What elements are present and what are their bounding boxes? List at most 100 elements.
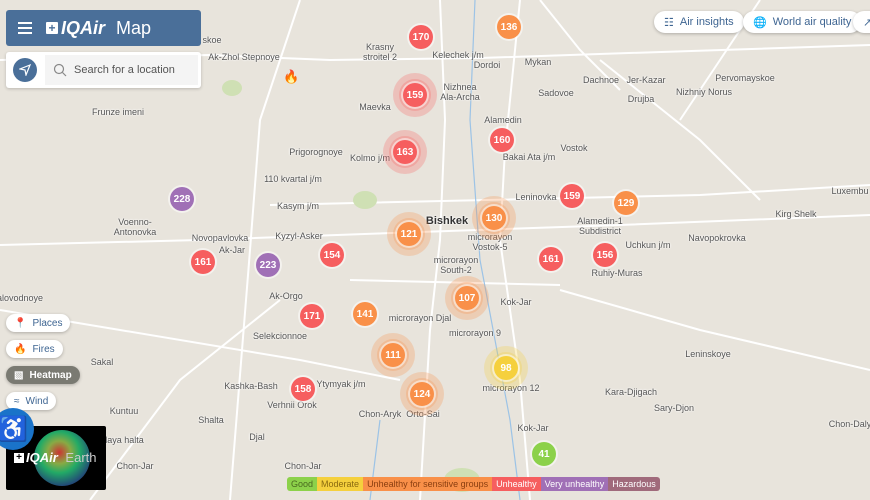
place-label: Ruhiy-Muras [591, 268, 643, 278]
aqi-marker[interactable]: 141 [353, 302, 377, 326]
place-label: Novopavlovka [191, 233, 249, 243]
layer-places-toggle[interactable]: 📍 Places [6, 314, 71, 332]
aqi-marker[interactable]: 161 [539, 247, 563, 271]
place-label: Sakal [90, 357, 114, 367]
place-label: Bakai Ata j/m [502, 152, 556, 162]
legend-item: Moderate [317, 477, 364, 491]
trend-button[interactable]: ↗ [853, 11, 870, 33]
place-label: Kasym j/m [276, 201, 320, 211]
aqi-marker[interactable]: 156 [593, 243, 617, 267]
place-label: Leninovka [515, 192, 557, 202]
place-label: 110 kvartal j/m [264, 174, 322, 184]
place-label: Nizhniy Norus [675, 87, 733, 97]
aqi-marker[interactable]: 129 [614, 191, 638, 215]
place-label: Kara-Djigach [604, 387, 658, 397]
aqi-marker[interactable]: 111 [381, 343, 405, 367]
report-icon: ☷ [664, 16, 674, 29]
layer-heatmap-toggle[interactable]: ▧ Heatmap [6, 366, 80, 384]
place-label: Alamedin [484, 115, 522, 125]
legend-item: Very unhealthy [540, 477, 609, 491]
place-label: Sadovoe [538, 88, 574, 98]
aqi-marker[interactable]: 98 [494, 356, 518, 380]
aqi-marker[interactable]: 170 [409, 25, 433, 49]
place-label: Orto-Sai [406, 409, 440, 419]
legend-item: Good [287, 477, 318, 491]
place-label: microrayon South-2 [433, 255, 479, 275]
aqi-marker[interactable]: 159 [560, 184, 584, 208]
place-label: Alamedin-1 Subdistrict [577, 216, 623, 236]
place-label: Kelechek j/m [432, 50, 484, 60]
world-air-quality-label: World air quality [772, 16, 852, 28]
layer-fires-toggle[interactable]: 🔥 Fires [6, 340, 63, 358]
iqair-earth-link[interactable]: + IQAir Earth [6, 426, 106, 490]
place-label: Ak-Orgo [269, 291, 303, 301]
place-label: Krasny stroitel 2 [362, 42, 397, 62]
aqi-marker[interactable]: 223 [256, 253, 280, 277]
layer-wind-toggle[interactable]: ≈ Wind [6, 392, 57, 410]
fire-marker[interactable]: 🔥 [283, 69, 300, 84]
layer-label: Places [32, 317, 63, 329]
place-label: Kok-Jar [500, 297, 532, 307]
heatmap-icon: ▧ [14, 369, 24, 381]
place-label: Kirg Shelk [775, 209, 817, 219]
pin-icon: 📍 [14, 317, 27, 329]
search-input[interactable]: Search for a location [45, 55, 198, 85]
aqi-marker[interactable]: 107 [455, 286, 479, 310]
aqi-marker[interactable]: 124 [410, 382, 434, 406]
place-label: Dachnoe [582, 75, 620, 85]
place-label: Frunze imeni [91, 107, 145, 117]
aqi-marker[interactable]: 163 [393, 140, 417, 164]
place-label: Sary-Djon [653, 403, 695, 413]
place-label: Ytymyak j/m [316, 379, 366, 389]
search-placeholder: Search for a location [74, 64, 175, 76]
place-label: Ak-Jar [218, 245, 246, 255]
place-label: Uchkun j/m [625, 240, 671, 250]
aqi-marker[interactable]: 158 [291, 377, 315, 401]
aqi-marker[interactable]: 160 [490, 128, 514, 152]
globe-image [34, 430, 90, 486]
accessibility-button[interactable]: ♿ [0, 408, 34, 450]
layer-label: Heatmap [29, 369, 72, 381]
aqi-marker[interactable]: 154 [320, 243, 344, 267]
place-label: microrayon 9 [448, 328, 502, 338]
locate-button[interactable] [13, 58, 37, 82]
place-label: alovodnoye [0, 293, 44, 303]
aqi-marker[interactable]: 136 [497, 15, 521, 39]
place-label: Vostok [560, 143, 588, 153]
place-label: Chon-Daly [828, 419, 870, 429]
aqi-marker[interactable]: 159 [403, 83, 427, 107]
aqi-marker[interactable]: 228 [170, 187, 194, 211]
place-label: Chon-Jar [116, 461, 154, 471]
logo: + IQAir Map [46, 18, 151, 39]
place-label: Kyzyl-Asker [275, 231, 323, 241]
place-label: Mykan [524, 57, 552, 67]
place-label: Kok-Jar [517, 423, 549, 433]
aqi-marker[interactable]: 121 [397, 222, 421, 246]
place-label: Chon-Aryk [358, 409, 402, 419]
place-label: Shalta [198, 415, 224, 425]
place-label: Luxembu [831, 186, 869, 196]
place-label: Maevka [359, 102, 391, 112]
aqi-marker[interactable]: 41 [532, 442, 556, 466]
place-label: microrayon 12 [482, 383, 540, 393]
aqi-marker[interactable]: 130 [482, 206, 506, 230]
legend-item: Unhealthy for sensitive groups [363, 477, 493, 491]
place-label: Prigorognoye [289, 147, 343, 157]
place-label: Djal [249, 432, 265, 442]
aqi-legend: Good Moderate Unhealthy for sensitive grou… [287, 477, 660, 491]
place-label: Kuntuu [109, 406, 139, 416]
search-bar: Search for a location [6, 52, 201, 88]
aqi-marker[interactable]: 161 [191, 250, 215, 274]
air-insights-button[interactable]: ☷ Air insights [654, 11, 744, 33]
aqi-marker[interactable]: 171 [300, 304, 324, 328]
place-label: Drujba [627, 94, 655, 104]
layer-label: Wind [25, 395, 49, 407]
place-label: Chon-Jar [284, 461, 322, 471]
flame-icon: 🔥 [14, 343, 27, 355]
wheelchair-icon: ♿ [0, 415, 28, 443]
place-label: Navopokrovka [688, 233, 746, 243]
world-air-quality-button[interactable]: 🌐 World air quality [743, 11, 862, 33]
hamburger-icon[interactable] [18, 19, 32, 37]
place-label: Ak-Zhol Stepnoye [208, 52, 280, 62]
